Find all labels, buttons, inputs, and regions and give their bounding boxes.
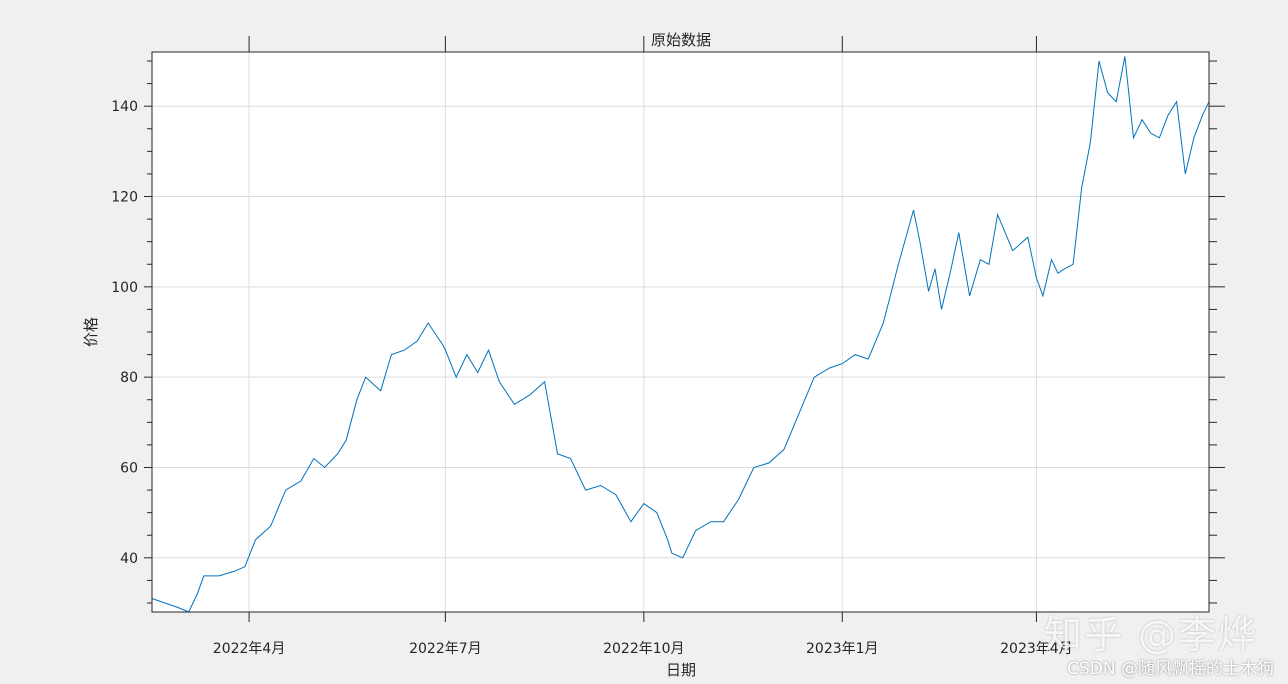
x-tick-label: 2022年7月 bbox=[409, 641, 482, 657]
x-tick-label: 2022年10月 bbox=[603, 641, 684, 657]
y-axis-label: 价格 bbox=[82, 317, 100, 347]
plot-frame bbox=[151, 51, 1210, 613]
y-tick-label: 60 bbox=[120, 460, 138, 476]
y-tick-label: 120 bbox=[111, 190, 138, 206]
y-tick-label: 140 bbox=[111, 99, 138, 115]
y-tick-label: 40 bbox=[120, 551, 138, 567]
x-tick-labels: 2022年4月 2022年7月 2022年10月 2023年1月 2023年4月 bbox=[213, 641, 1073, 657]
csdn-credit: CSDN @随风飘摇的土木狗 bbox=[1067, 659, 1274, 679]
axis-ticks bbox=[144, 36, 1225, 622]
y-tick-labels: 40 60 80 100 120 140 bbox=[111, 99, 138, 567]
x-tick-label: 2023年4月 bbox=[1000, 641, 1073, 657]
y-tick-label: 100 bbox=[111, 280, 138, 296]
price-series-line bbox=[151, 56, 1210, 613]
x-tick-label: 2022年4月 bbox=[213, 641, 286, 657]
zhihu-watermark: 知乎 @李烨 bbox=[1043, 613, 1258, 657]
x-tick-label: 2023年1月 bbox=[806, 641, 879, 657]
plot-area bbox=[152, 52, 1209, 612]
y-tick-label: 80 bbox=[120, 370, 138, 386]
x-axis-label: 日期 bbox=[666, 661, 696, 679]
grid-lines bbox=[152, 52, 1209, 612]
chart-title: 原始数据 bbox=[651, 31, 711, 49]
